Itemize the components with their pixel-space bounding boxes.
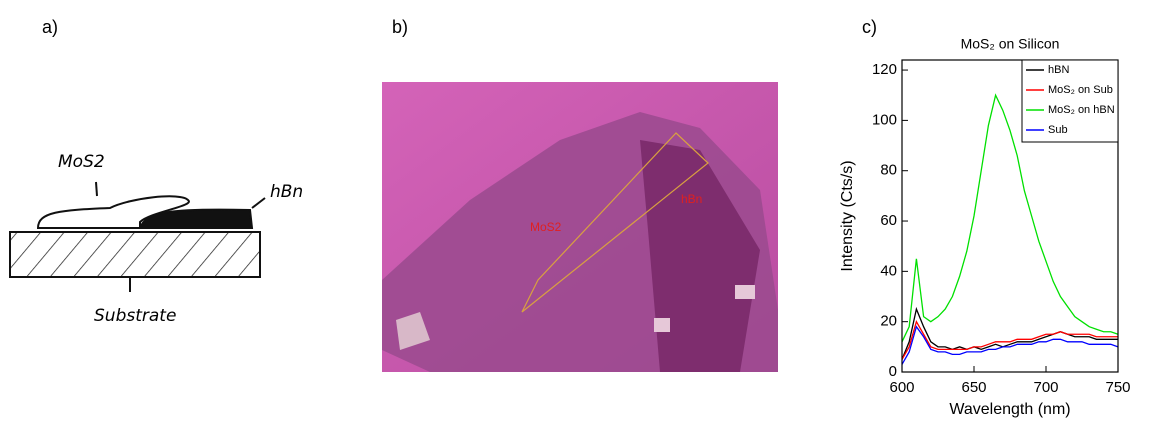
- y-axis-label: Intensity (Cts/s): [839, 160, 856, 271]
- sketch-label: hBn: [270, 182, 303, 202]
- chart: MoS₂ on Silicon 600 650 700 750 0 20 40 60 80 100 1…: [839, 36, 1130, 419]
- legend-label: Sub: [1048, 124, 1068, 136]
- series-line: [902, 322, 1118, 360]
- figure: a) MoS2 hBn Substrate b) MoS2 hBn c) MoS…: [0, 0, 1150, 426]
- x-tick-label: 700: [1033, 379, 1058, 396]
- micrograph: [382, 82, 778, 372]
- sketch: [10, 182, 265, 292]
- legend-label: MoS₂ on hBN: [1048, 104, 1115, 116]
- sketch-label: Substrate: [94, 306, 176, 326]
- x-tick-label: 750: [1105, 379, 1130, 396]
- y-tick-label: 100: [872, 111, 897, 128]
- x-tick-label: 650: [961, 379, 986, 396]
- sketch-label: MoS2: [58, 152, 105, 172]
- y-tick-label: 20: [880, 313, 897, 330]
- chart-title: MoS₂ on Silicon: [961, 36, 1060, 52]
- x-tick-label: 600: [889, 379, 914, 396]
- y-tick-label: 80: [880, 162, 897, 179]
- legend-label: MoS₂ on Sub: [1048, 84, 1113, 96]
- panel-label: b): [392, 17, 408, 37]
- y-tick-label: 60: [880, 212, 897, 229]
- image-label: MoS2: [530, 220, 562, 234]
- legend-label: hBN: [1048, 64, 1069, 76]
- y-tick-label: 0: [889, 363, 897, 380]
- panel-label: a): [42, 17, 58, 37]
- panel-label: c): [862, 17, 877, 37]
- series-line: [902, 327, 1118, 365]
- image-label: hBn: [681, 192, 702, 206]
- y-tick-label: 40: [880, 262, 897, 279]
- x-axis-label: Wavelength (nm): [949, 401, 1070, 418]
- y-tick-label: 120: [872, 61, 897, 78]
